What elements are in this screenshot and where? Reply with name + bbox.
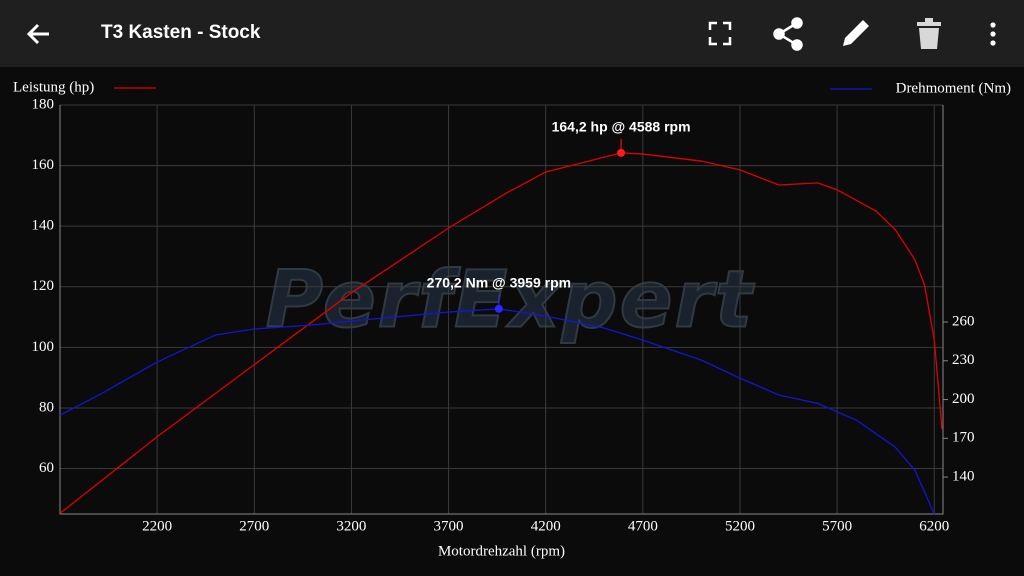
x-tick-label: 3700	[434, 518, 464, 534]
y-tick-label: 100	[32, 339, 55, 355]
y2-tick-label: 230	[952, 352, 975, 368]
legend-label: Leistung (hp)	[13, 79, 94, 95]
app-title: T3 Kasten - Stock	[101, 22, 261, 43]
plot-frame	[59, 105, 944, 515]
y-tick-label: 160	[32, 157, 55, 173]
back-button[interactable]	[26, 23, 49, 45]
legend-label: Drehmoment (Nm)	[896, 80, 1011, 96]
annotation-label: 270,2 Nm @ 3959 rpm	[427, 275, 571, 291]
series-line	[59, 152, 943, 514]
y2-tick-label: 260	[952, 313, 975, 329]
x-tick-label: 3200	[336, 518, 366, 534]
x-axis-label: Motordrehzahl (rpm)	[438, 543, 565, 559]
app-bar: T3 Kasten - Stock	[0, 0, 1024, 67]
x-tick-label: 6200	[919, 518, 949, 534]
annotation-point	[494, 304, 503, 313]
x-tick-label: 4700	[628, 518, 658, 534]
more-button[interactable]	[990, 22, 996, 46]
watermark: PerfExpert	[266, 255, 755, 345]
edit-button[interactable]	[843, 20, 869, 46]
y-tick-label: 120	[32, 278, 55, 294]
x-tick-label: 2700	[239, 518, 269, 534]
y2-tick-label: 200	[952, 391, 975, 407]
y-tick-label: 80	[39, 399, 54, 415]
annotation-label: 164,2 hp @ 4588 rpm	[552, 119, 691, 135]
annotation-point	[617, 148, 626, 157]
delete-button[interactable]	[917, 18, 941, 49]
y2-tick-label: 170	[952, 430, 975, 446]
series-line	[59, 308, 935, 515]
x-tick-label: 4200	[531, 518, 561, 534]
y-tick-label: 180	[32, 96, 55, 112]
y-tick-label: 140	[32, 218, 55, 234]
chart: PerfExpert 2200 2700 3200 3700 4200 4700 5200 57…	[13, 79, 1011, 559]
app-bar-icons	[26, 17, 996, 51]
y-tick-label: 60	[39, 460, 54, 476]
x-tick-label: 5200	[725, 518, 755, 534]
x-tick-label: 2200	[142, 518, 172, 534]
fullscreen-button[interactable]	[708, 21, 732, 46]
y2-tick-label: 140	[952, 468, 975, 484]
share-button[interactable]	[773, 17, 803, 51]
x-tick-label: 5700	[822, 518, 852, 534]
